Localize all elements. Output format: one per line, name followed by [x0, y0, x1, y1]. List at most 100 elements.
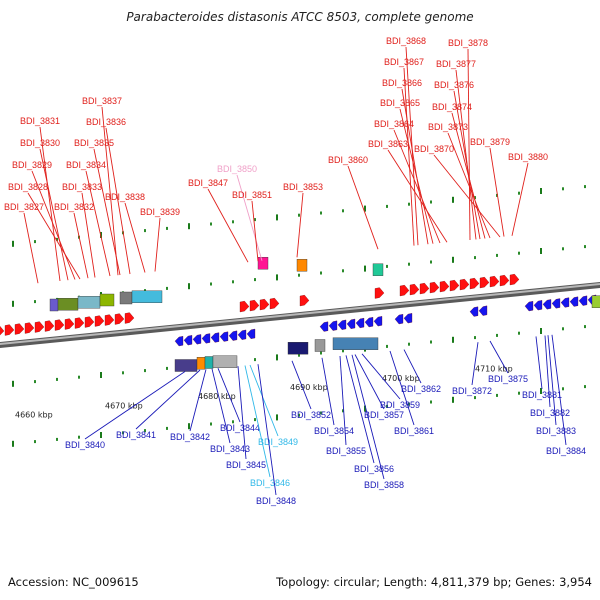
reverse-gene-arrow — [373, 316, 383, 327]
forward-gene-arrow — [269, 297, 280, 310]
gene-label-bdi-3840: BDI_3840 — [65, 440, 105, 450]
mid-lower-tick-mark — [430, 340, 432, 344]
lower-tick-mark — [342, 409, 344, 413]
gene-category-box — [332, 337, 379, 350]
mid-lower-tick-mark — [56, 377, 58, 381]
mid-lower-tick-mark — [474, 336, 476, 340]
gene-label-bdi-3852: BDI_3852 — [291, 410, 331, 420]
reverse-gene-arrow — [524, 301, 534, 312]
mid-lower-tick-mark — [166, 366, 168, 370]
gene-label-bdi-3846: BDI_3846 — [250, 478, 290, 488]
gene-label-bdi-3854: BDI_3854 — [314, 426, 354, 436]
forward-gene-arrow — [249, 299, 260, 312]
forward-gene-arrow — [429, 281, 440, 294]
gene-category-box — [57, 298, 79, 311]
gene-label-bdi-3874: BDI_3874 — [432, 102, 472, 112]
gene-label-bdi-3855: BDI_3855 — [326, 446, 366, 456]
gene-leader-line — [467, 48, 471, 241]
upper-tick-mark — [254, 218, 256, 222]
upper-tick-mark — [364, 205, 366, 212]
gene-label-bdi-3877: BDI_3877 — [436, 59, 476, 69]
mid-upper-tick-mark — [430, 260, 432, 264]
lower-tick-mark — [584, 385, 586, 389]
gene-label-bdi-3850: BDI_3850 — [217, 164, 257, 174]
gene-label-bdi-3844: BDI_3844 — [220, 423, 260, 433]
mid-upper-tick-mark — [452, 256, 454, 263]
gene-leader-line — [321, 357, 335, 426]
gene-category-box — [296, 259, 308, 272]
gene-leader-line — [354, 354, 385, 410]
genome-backbone-highlight — [0, 282, 600, 346]
gene-label-bdi-3853: BDI_3853 — [283, 182, 323, 192]
reverse-gene-arrow — [228, 330, 238, 341]
gene-label-bdi-3848: BDI_3848 — [256, 496, 296, 506]
forward-gene-arrow — [509, 273, 520, 286]
gene-label-bdi-3849: BDI_3849 — [258, 437, 298, 447]
scale-label: 4670 kbp — [105, 402, 143, 411]
upper-tick-mark — [408, 202, 410, 206]
gene-leader-line — [401, 88, 429, 245]
gene-label-bdi-3833: BDI_3833 — [62, 182, 102, 192]
gene-leader-line — [387, 149, 448, 243]
lower-tick-mark — [34, 440, 36, 444]
upper-tick-mark — [452, 196, 454, 203]
upper-tick-mark — [562, 187, 564, 191]
lower-tick-mark — [56, 437, 58, 441]
gene-label-bdi-3882: BDI_3882 — [530, 408, 570, 418]
gene-category-box — [372, 263, 384, 276]
reverse-gene-arrow — [210, 332, 220, 343]
gene-leader-line — [39, 148, 69, 281]
gene-leader-line — [81, 192, 96, 278]
reverse-gene-arrow — [578, 295, 588, 306]
gene-leader-line — [535, 336, 543, 390]
gene-label-bdi-3867: BDI_3867 — [384, 57, 424, 67]
gene-leader-line — [351, 354, 385, 480]
forward-gene-arrow — [299, 294, 310, 307]
gene-leader-line — [399, 108, 434, 244]
gene-category-box — [131, 290, 163, 303]
forward-gene-arrow — [399, 284, 410, 297]
lower-tick-mark — [78, 435, 80, 439]
gene-label-bdi-3837: BDI_3837 — [82, 96, 122, 106]
gene-label-bdi-3860: BDI_3860 — [328, 155, 368, 165]
mid-lower-tick-mark — [298, 353, 300, 357]
upper-tick-mark — [320, 211, 322, 215]
upper-tick-mark — [386, 204, 388, 208]
upper-tick-mark — [276, 214, 278, 221]
reverse-gene-arrow — [478, 305, 488, 316]
forward-gene-arrow — [94, 315, 105, 327]
lower-tick-mark — [518, 391, 520, 395]
genome-summary-text: Topology: circular; Length: 4,811,379 bp… — [276, 575, 592, 589]
gene-leader-line — [257, 364, 277, 496]
upper-tick-mark — [12, 240, 14, 247]
gene-category-box — [314, 339, 326, 352]
gene-label-bdi-3880: BDI_3880 — [508, 152, 548, 162]
gene-leader-line — [207, 188, 249, 263]
mid-upper-tick-mark — [298, 273, 300, 277]
reverse-gene-arrow — [364, 317, 374, 328]
mid-upper-tick-mark — [584, 245, 586, 249]
forward-gene-arrow — [259, 298, 270, 311]
gene-label-bdi-3866: BDI_3866 — [382, 78, 422, 88]
mid-lower-tick-mark — [320, 351, 322, 355]
gene-label-bdi-3862: BDI_3862 — [401, 384, 441, 394]
upper-tick-mark — [210, 222, 212, 226]
mid-lower-tick-mark — [452, 336, 454, 343]
gene-label-bdi-3831: BDI_3831 — [20, 116, 60, 126]
mid-upper-tick-mark — [364, 265, 366, 272]
mid-lower-tick-mark — [100, 372, 102, 378]
scale-label: 4710 kbp — [475, 365, 513, 374]
gene-leader-line — [236, 174, 263, 261]
forward-gene-arrow — [499, 274, 510, 287]
upper-tick-mark — [342, 209, 344, 213]
gene-category-box — [99, 293, 115, 307]
scale-label: 4700 kbp — [382, 374, 420, 383]
lower-tick-mark — [430, 400, 432, 404]
gene-category-box — [591, 295, 600, 308]
lower-tick-mark — [320, 411, 322, 415]
forward-gene-arrow — [34, 321, 45, 333]
gene-label-bdi-3827: BDI_3827 — [4, 202, 44, 212]
upper-tick-mark — [474, 196, 476, 200]
upper-tick-mark — [584, 185, 586, 189]
